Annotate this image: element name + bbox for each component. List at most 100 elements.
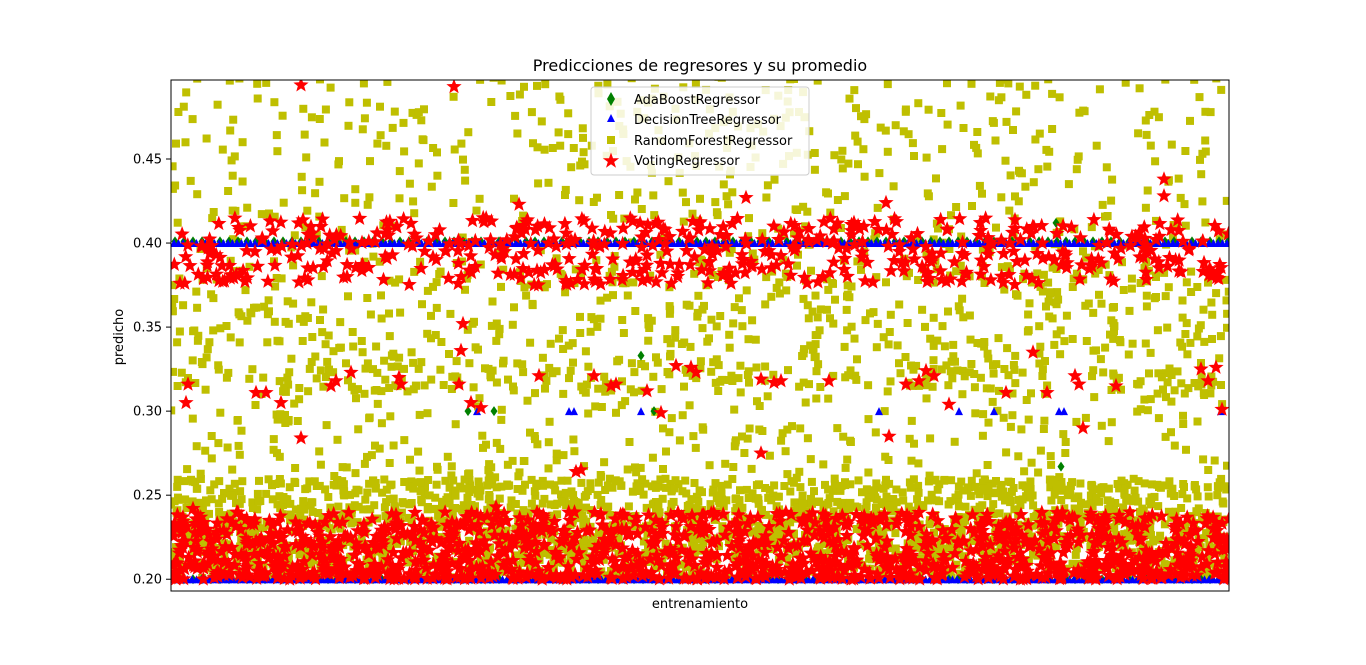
random-forest-point [905,434,914,443]
random-forest-point [263,338,272,347]
voting-point [1014,527,1030,542]
voting-point [977,510,993,526]
random-forest-point [937,365,946,374]
random-forest-point [424,503,432,511]
voting-point [402,544,418,559]
random-forest-point [559,451,568,460]
random-forest-point [291,464,300,472]
random-forest-point [649,523,658,532]
random-forest-point [1146,395,1155,404]
random-forest-point [1218,230,1227,239]
random-forest-point [1046,452,1055,461]
random-forest-point [1094,543,1103,551]
random-forest-point [995,80,1004,87]
random-forest-point [1079,247,1087,256]
random-forest-point [262,80,271,87]
voting-point [1209,522,1225,538]
random-forest-point [854,160,862,169]
random-forest-point [677,340,686,348]
random-forest-point [783,470,792,479]
random-forest-point [540,371,549,380]
random-forest-point [260,302,269,311]
decision-tree-point [473,407,481,416]
voting-point [693,514,709,530]
random-forest-point [770,175,779,184]
random-forest-point [793,261,801,270]
random-forest-point [225,484,234,493]
random-forest-point [742,485,751,494]
random-forest-point [813,313,822,322]
random-forest-point [1099,368,1108,377]
voting-point [1102,530,1118,545]
random-forest-point [1180,389,1189,398]
random-forest-point [717,481,726,490]
random-forest-point [983,461,992,469]
random-forest-point [577,382,586,391]
random-forest-point [1108,303,1117,312]
voting-point [979,506,995,521]
random-forest-point [951,357,959,366]
random-forest-point [437,338,446,346]
random-forest-point [548,369,557,378]
voting-point [823,562,840,578]
random-forest-point [494,562,503,570]
voting-point [761,518,777,534]
decision-tree-point [570,407,578,416]
random-forest-point [965,368,974,377]
random-forest-point [872,343,881,352]
random-forest-point [1223,323,1229,332]
random-forest-point [945,245,954,253]
random-forest-point [1008,411,1017,420]
random-forest-point [791,549,800,558]
random-forest-point [1152,216,1160,225]
random-forest-point [273,147,282,156]
random-forest-point [1145,111,1154,119]
random-forest-point [812,394,821,403]
random-forest-point [861,504,870,513]
random-forest-point [487,528,496,537]
random-forest-point [232,558,241,566]
random-forest-point [1020,467,1029,476]
random-forest-point [852,104,860,113]
random-forest-point [1196,155,1204,164]
voting-point [1084,559,1100,574]
random-forest-point [1161,80,1170,84]
random-forest-point [1204,278,1212,287]
random-forest-point [824,485,833,494]
random-forest-point [214,499,223,508]
random-forest-point [569,435,578,444]
random-forest-point [171,281,177,290]
random-forest-point [1057,496,1066,504]
voting-point [834,570,850,585]
random-forest-point [1096,355,1105,364]
random-forest-point [400,478,409,486]
random-forest-point [903,319,912,327]
random-forest-point [236,487,245,496]
random-forest-point [1204,492,1213,501]
adaboost-point [464,406,472,417]
voting-point [736,553,752,568]
random-forest-point [610,262,619,271]
random-forest-point [503,460,512,469]
voting-point [1182,546,1198,561]
random-forest-point [694,291,703,300]
random-forest-point [384,517,393,526]
random-forest-point [382,485,391,494]
random-forest-point [924,105,933,114]
random-forest-point [1223,309,1229,318]
random-forest-point [829,371,838,380]
random-forest-point [810,487,818,496]
random-forest-point [718,375,727,384]
random-forest-point [882,492,891,501]
random-forest-point [687,495,696,504]
random-forest-point [464,505,473,514]
random-forest-point [541,384,549,393]
random-forest-point [540,494,549,503]
random-forest-point [595,528,603,537]
random-forest-point [788,422,796,431]
random-forest-point [1207,298,1216,307]
random-forest-point [889,182,898,191]
random-forest-point [427,334,435,343]
random-forest-point [535,555,544,564]
voting-point [1052,555,1069,570]
